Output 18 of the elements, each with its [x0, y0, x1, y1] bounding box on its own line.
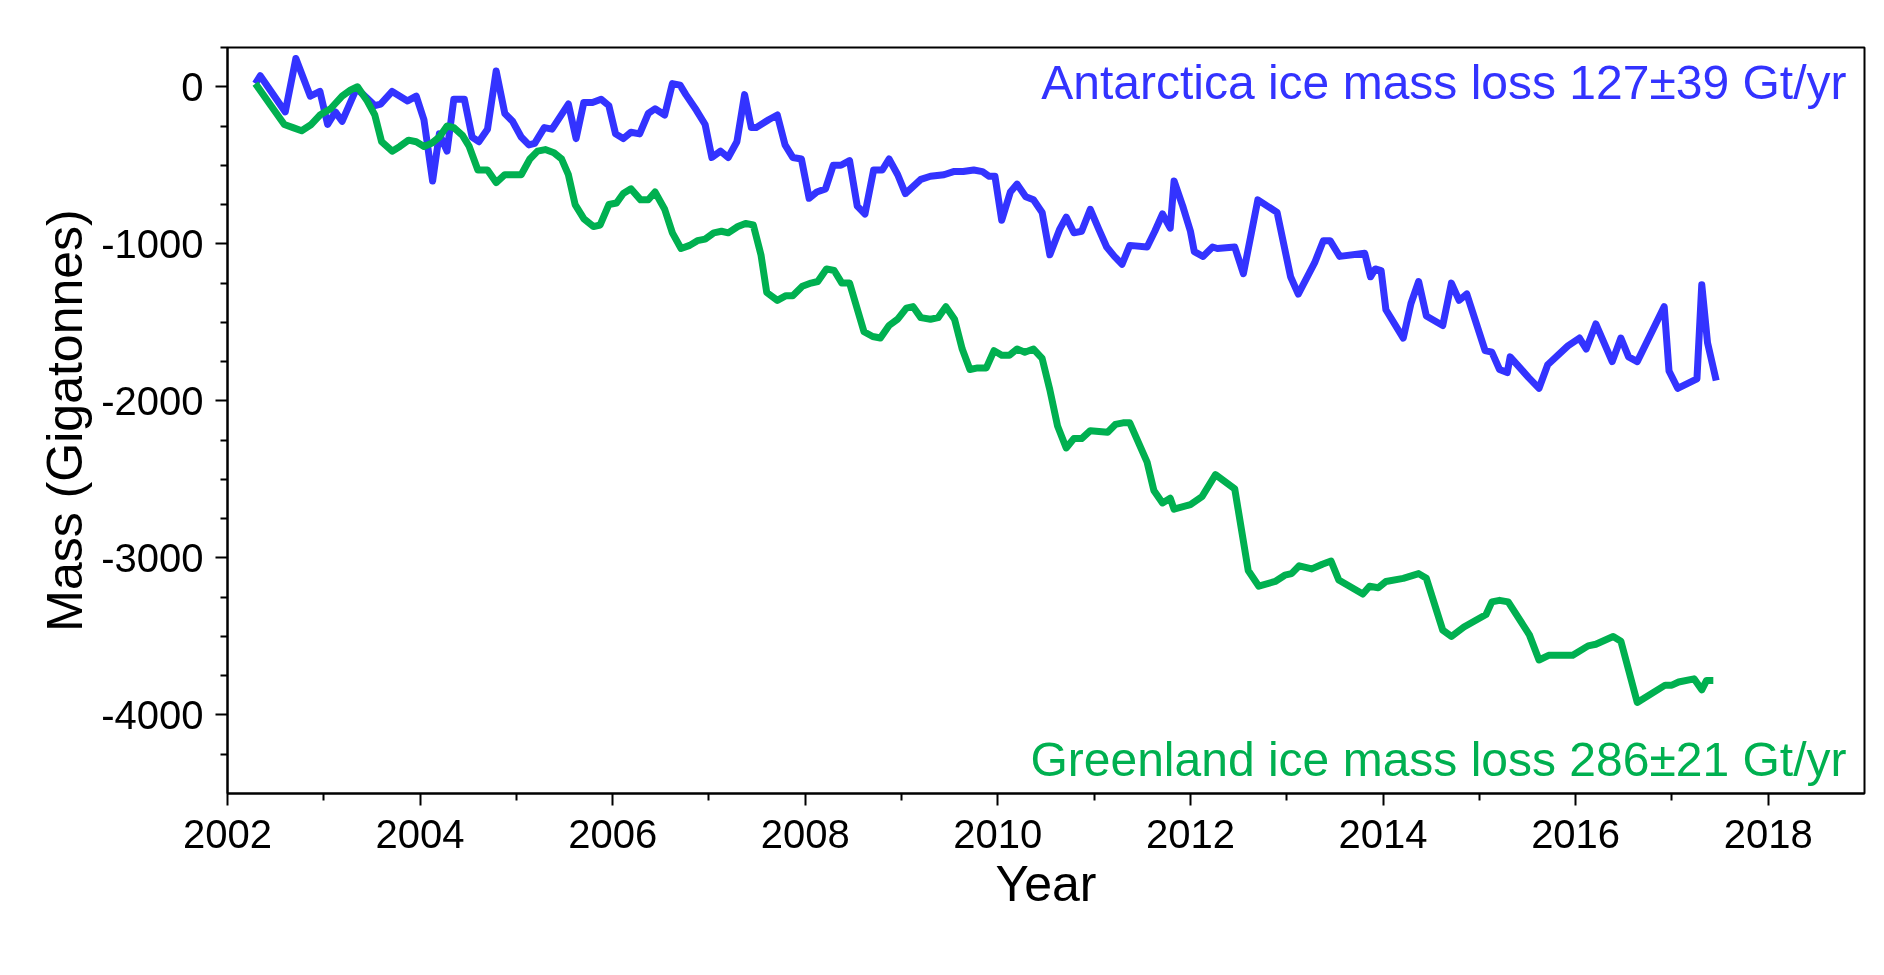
series-label: Antarctica ice mass loss 127±39 Gt/yr [1041, 55, 1847, 109]
x-tick-label: 2010 [953, 811, 1043, 856]
text: Greenland ice mass loss 286±21 Gt/yr [1030, 732, 1847, 786]
y-tick-label: 0 [181, 64, 204, 109]
x-tick-label: 2004 [375, 811, 465, 856]
y-tick-label: -3000 [101, 535, 204, 580]
y-axis-title: Mass (Gigatonnes) [37, 209, 94, 632]
x-tick-label: 2012 [1145, 811, 1235, 856]
y-tick-label: -1000 [101, 221, 204, 266]
x-tick-label: 2006 [568, 811, 658, 856]
x-axis-title: Year [995, 855, 1097, 912]
x-tick-label: 2014 [1338, 811, 1428, 856]
y-tick-label: -4000 [101, 692, 204, 737]
x-tick-label: 2002 [183, 811, 272, 856]
y-tick-label: -2000 [101, 378, 204, 423]
x-tick-label: 2008 [760, 811, 850, 856]
x-tick-label: 2016 [1531, 811, 1621, 856]
x-tick-label: 2018 [1723, 811, 1813, 856]
